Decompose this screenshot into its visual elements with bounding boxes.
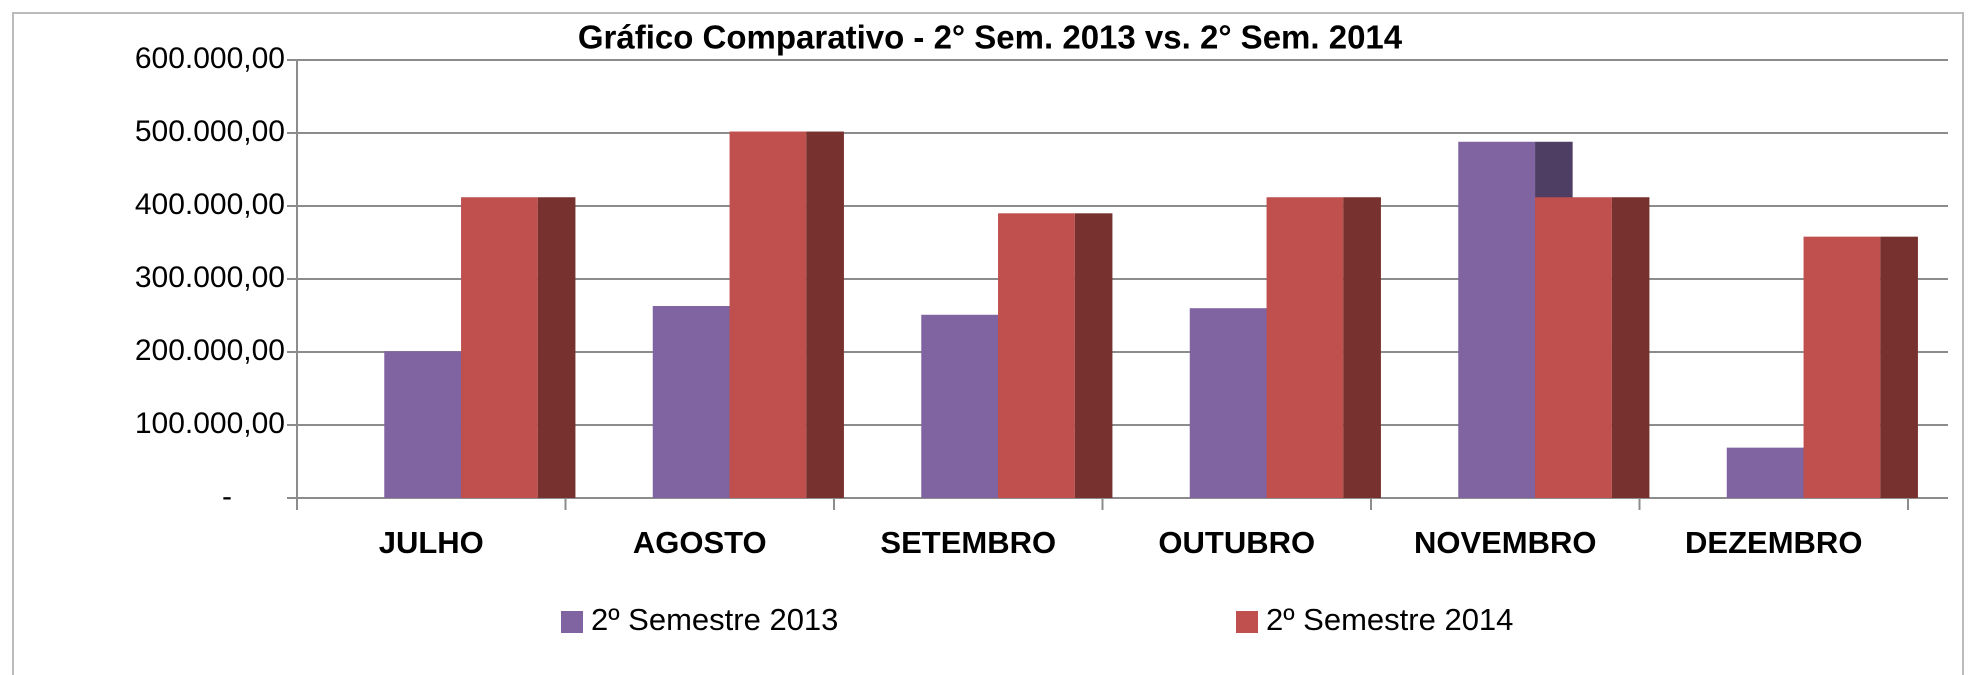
x-tick-label: OUTUBRO bbox=[1158, 525, 1315, 560]
y-tick-label: 100.000,00 bbox=[135, 407, 285, 440]
bar bbox=[1458, 141, 1536, 498]
bar bbox=[461, 197, 538, 499]
x-tick-label: SETEMBRO bbox=[880, 525, 1056, 560]
bar bbox=[1535, 197, 1612, 499]
y-tick-label: 400.000,00 bbox=[135, 188, 285, 221]
bar bbox=[1189, 308, 1267, 498]
x-tick-label: NOVEMBRO bbox=[1414, 525, 1597, 560]
y-tick-label: 500.000,00 bbox=[135, 115, 285, 148]
legend-swatch bbox=[1236, 611, 1258, 633]
bar bbox=[921, 314, 999, 498]
chart-frame bbox=[12, 12, 1964, 675]
bar-side bbox=[1611, 197, 1650, 499]
x-tick-label: DEZEMBRO bbox=[1685, 525, 1862, 560]
x-tick-label: JULHO bbox=[379, 525, 484, 560]
bar-side bbox=[806, 131, 844, 499]
legend-swatch bbox=[561, 611, 583, 633]
bar bbox=[652, 306, 730, 498]
chart-title: Gráfico Comparativo - 2° Sem. 2013 vs. 2… bbox=[578, 19, 1403, 56]
y-tick-label: 300.000,00 bbox=[135, 261, 285, 294]
bar-side bbox=[1074, 213, 1113, 499]
bar bbox=[1266, 197, 1344, 499]
bar bbox=[729, 131, 807, 499]
bar bbox=[384, 351, 462, 498]
bar-side bbox=[1880, 236, 1918, 498]
bar bbox=[998, 213, 1075, 499]
bar-side bbox=[537, 197, 576, 499]
legend-label: 2º Semestre 2014 bbox=[1266, 602, 1513, 637]
y-tick-label: 200.000,00 bbox=[135, 334, 285, 367]
y-tick-label: 600.000,00 bbox=[135, 42, 285, 75]
bar bbox=[1726, 447, 1804, 498]
bar-side bbox=[1343, 197, 1381, 499]
y-tick-label: - bbox=[222, 480, 232, 513]
x-tick-label: AGOSTO bbox=[633, 525, 767, 560]
legend-label: 2º Semestre 2013 bbox=[591, 602, 838, 637]
bar bbox=[1803, 236, 1881, 498]
